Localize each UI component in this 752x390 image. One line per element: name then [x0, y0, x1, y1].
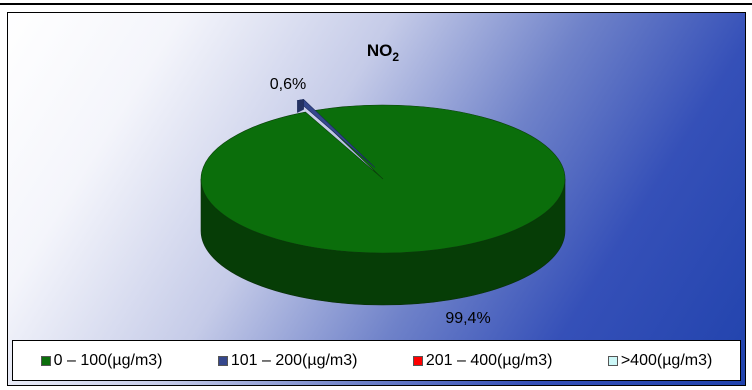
legend-item-101-200: 101 – 200(µg/m3): [217, 351, 358, 370]
chart-title-main: NO: [367, 41, 393, 60]
legend-item-over-400: >400(µg/m3): [607, 351, 713, 370]
legend-label-over-400: >400(µg/m3): [620, 351, 713, 369]
chart-title-subscript: 2: [392, 50, 399, 64]
legend-swatch-201-400: [412, 355, 423, 366]
legend-item-201-400: 201 – 400(µg/m3): [412, 351, 553, 370]
pie-chart: NO2 0,6% 99,4%: [200, 41, 566, 327]
pie-slice-0-100: [200, 104, 566, 254]
pie-slice-101-200-edge: [297, 99, 304, 113]
legend-swatch-0-100: [40, 355, 51, 366]
legend-label-201-400: 201 – 400(µg/m3): [425, 351, 553, 369]
legend-label-0-100: 0 – 100(µg/m3): [53, 351, 163, 369]
top-rule: [0, 3, 752, 5]
legend-swatch-101-200: [217, 355, 228, 366]
legend-swatch-over-400: [607, 355, 618, 366]
chart-title: NO2: [367, 41, 400, 64]
chart-area: NO2 0,6% 99,4% 0 – 100(µg/m3) 101 – 200(…: [7, 12, 746, 386]
legend: 0 – 100(µg/m3) 101 – 200(µg/m3) 201 – 40…: [12, 340, 741, 381]
legend-item-0-100: 0 – 100(µg/m3): [40, 351, 163, 370]
data-label-101-200: 0,6%: [270, 76, 306, 93]
legend-label-101-200: 101 – 200(µg/m3): [230, 351, 358, 369]
data-label-0-100: 99,4%: [445, 310, 490, 327]
